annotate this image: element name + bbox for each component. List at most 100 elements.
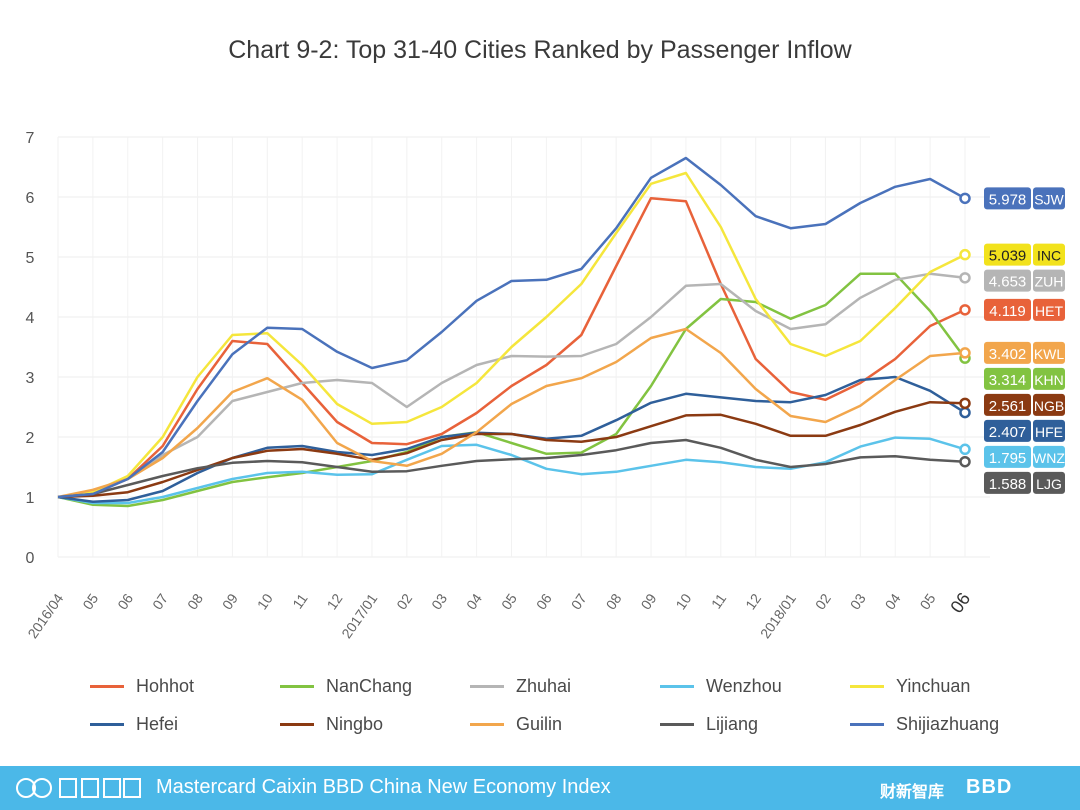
legend-item: Lijiang	[660, 712, 850, 736]
legend-item: NanChang	[280, 674, 470, 698]
end-value-badge	[984, 187, 1031, 210]
end-code-badge	[1033, 471, 1065, 494]
end-value-label: 2.407	[989, 424, 1027, 441]
end-code-badge	[1033, 341, 1065, 364]
end-value-badge	[984, 445, 1031, 468]
x-tick-label: 06	[114, 590, 136, 612]
series-line-lijiang	[57, 438, 966, 499]
end-code-label: KWL	[1034, 346, 1065, 362]
x-tick-label: 05	[498, 590, 520, 612]
x-tick-label: 2016/04	[24, 590, 66, 641]
end-code-label: HFE	[1035, 424, 1063, 440]
x-tick-label: 06	[533, 590, 555, 612]
series-line-nanchang	[57, 272, 967, 508]
end-value-label: 4.119	[989, 303, 1025, 320]
x-tick-label: 06	[946, 589, 974, 617]
end-value-badge	[984, 471, 1031, 494]
y-tick-label: 6	[26, 190, 35, 207]
y-tick-label: 4	[26, 310, 35, 327]
x-tick-label: 10	[254, 590, 276, 612]
x-tick-label: 12	[323, 590, 345, 612]
x-tick-label: 08	[603, 590, 625, 612]
end-value-badge	[984, 298, 1031, 321]
legend-label: Hefei	[136, 713, 179, 734]
end-value-badge	[984, 243, 1031, 266]
end-value-label: 2.561	[989, 398, 1027, 415]
x-tick-label: 07	[149, 590, 171, 612]
legend-item: Shijiazhuang	[850, 712, 1040, 736]
x-tick-label: 02	[393, 590, 415, 612]
x-tick-label: 11	[708, 590, 730, 611]
legend-item: Yinchuan	[850, 674, 1040, 698]
x-tick-label: 05	[917, 590, 939, 612]
legend-item: Zhuhai	[470, 674, 660, 698]
end-code-badge	[1033, 187, 1065, 210]
y-tick-label: 3	[26, 370, 35, 387]
end-value-badge	[984, 341, 1031, 364]
legend-label: Zhuhai	[516, 675, 572, 696]
series-end-marker	[959, 455, 971, 468]
legend-swatch	[660, 684, 694, 688]
end-code-badge	[1033, 367, 1065, 390]
legend-label: Guilin	[516, 713, 563, 734]
legend-label: Lijiang	[706, 713, 759, 734]
legend-item: Hefei	[90, 712, 280, 736]
x-tick-label: 08	[184, 590, 206, 612]
x-tick-label: 04	[882, 590, 904, 612]
end-code-label: NGB	[1034, 398, 1064, 414]
x-tick-label: 10	[672, 590, 694, 612]
x-tick-label: 04	[463, 590, 485, 612]
series-line-shijiazhuang	[57, 156, 966, 499]
end-value-badge	[984, 393, 1031, 416]
end-code-badge	[1033, 298, 1065, 321]
footer-bar: Mastercard Caixin BBD China New Economy …	[0, 766, 1080, 810]
end-code-badge	[1033, 445, 1065, 468]
end-code-badge	[1033, 419, 1065, 442]
series-line-yinchuan	[57, 171, 966, 499]
legend-label: Ningbo	[326, 713, 384, 734]
end-value-label: 5.039	[989, 248, 1027, 265]
end-value-label: 1.588	[989, 476, 1027, 493]
series-end-marker	[959, 192, 971, 205]
x-tick-label: 03	[847, 590, 869, 612]
legend-label: Yinchuan	[896, 675, 971, 696]
end-code-label: KHN	[1034, 372, 1064, 388]
end-code-badge	[1033, 243, 1065, 266]
end-value-badge	[984, 419, 1031, 442]
end-value-label: 4.653	[989, 274, 1027, 291]
x-tick-label: 05	[79, 590, 101, 612]
end-code-label: INC	[1037, 248, 1061, 264]
end-value-label: 5.978	[989, 191, 1027, 208]
legend-swatch	[850, 722, 884, 726]
legend-item: Wenzhou	[660, 674, 850, 698]
end-value-label: 3.402	[989, 346, 1027, 363]
x-tick-label: 03	[428, 590, 450, 612]
series-end-marker	[959, 272, 971, 284]
y-tick-label: 2	[26, 430, 35, 447]
y-tick-label: 1	[26, 490, 35, 507]
legend-swatch	[90, 722, 124, 726]
end-code-label: ZUH	[1035, 274, 1064, 290]
series-line-zhuhai	[57, 272, 966, 499]
legend-swatch	[470, 684, 504, 688]
x-tick-label: 2018/01	[757, 590, 799, 641]
legend-item: Guilin	[470, 712, 660, 736]
legend-item: Hohhot	[90, 674, 280, 698]
end-code-label: LJG	[1036, 476, 1062, 492]
y-tick-label: 0	[26, 550, 35, 567]
series-end-marker	[959, 443, 971, 456]
x-tick-label: 2017/01	[338, 590, 380, 641]
end-value-label: 1.795	[989, 450, 1027, 467]
end-code-label: HET	[1035, 303, 1063, 319]
legend-swatch	[90, 684, 124, 688]
end-code-badge	[1033, 269, 1065, 292]
legend-item: Ningbo	[280, 712, 470, 736]
series-end-marker	[959, 406, 971, 419]
legend-label: Shijiazhuang	[896, 713, 1000, 734]
x-tick-label: 09	[219, 590, 241, 612]
end-value-label: 3.314	[989, 372, 1027, 389]
chart-title: Chart 9-2: Top 31-40 Cities Ranked by Pa…	[228, 36, 852, 64]
legend-swatch	[660, 722, 694, 726]
end-code-label: SJW	[1034, 191, 1064, 207]
